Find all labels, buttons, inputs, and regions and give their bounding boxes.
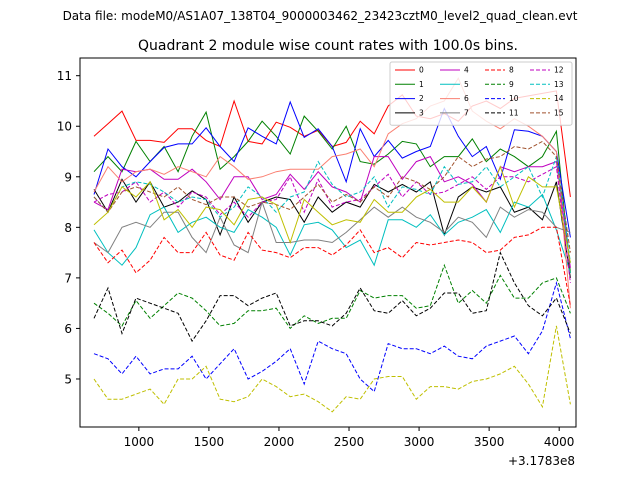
x-tick-label: 3500 [474,435,505,449]
legend-label-10: 10 [509,94,519,103]
series-line-2 [93,100,571,238]
x-tick-label: 3000 [404,435,435,449]
series-line-7 [93,200,571,254]
x-tick-label: 4000 [544,435,575,449]
y-tick-label: 8 [64,221,72,235]
y-tick-label: 11 [57,69,72,83]
legend-label-9: 9 [509,80,514,89]
legend-box [389,61,573,126]
legend-label-8: 8 [509,66,514,75]
series-line-5 [93,193,571,273]
x-tick-label: 2000 [264,435,295,449]
legend-label-14: 14 [554,94,564,103]
series-line-9 [93,263,571,330]
x-tick-label: 2500 [334,435,365,449]
y-tick-label: 9 [64,170,72,184]
legend-label-15: 15 [554,108,564,117]
series-line-12 [93,165,571,283]
x-offset-label: +3.1783e8 [508,454,575,468]
y-axis: 5 6 7 8 9 10 11 [57,69,80,386]
y-tick-label: 10 [57,120,72,134]
series-line-6-solid-gold [93,165,571,263]
legend-label-4: 4 [464,66,469,75]
series-line-10 [93,280,571,393]
plot-frame [79,57,577,428]
series-line-13 [93,156,571,263]
series-line-11 [93,251,571,343]
series-line-15 [93,140,571,253]
legend-label-13: 13 [554,80,564,89]
series-line-8 [93,226,571,306]
x-axis: 1000 1500 2000 2500 3000 3500 4000 [124,427,575,449]
chart-title: Quadrant 2 module wise count rates with … [138,38,518,54]
y-tick-label: 6 [64,322,72,336]
chart-suptitle: Data file: modeM0/AS1A07_138T04_90000034… [63,9,578,23]
legend-label-6: 6 [464,94,469,103]
legend-label-0: 0 [419,66,424,75]
legend-label-7: 7 [464,108,469,117]
legend-label-2: 2 [419,94,424,103]
plot-lines [93,77,571,413]
y-tick-label: 5 [64,372,72,386]
series-line-14 [93,325,571,413]
legend-label-1: 1 [419,80,424,89]
x-tick-label: 1500 [194,435,225,449]
legend-label-11: 11 [509,108,519,117]
legend-label-3: 3 [419,108,424,117]
legend-label-5: 5 [464,80,469,89]
legend-label-12: 12 [554,66,564,75]
x-tick-label: 1000 [124,435,155,449]
y-tick-label: 7 [64,271,72,285]
